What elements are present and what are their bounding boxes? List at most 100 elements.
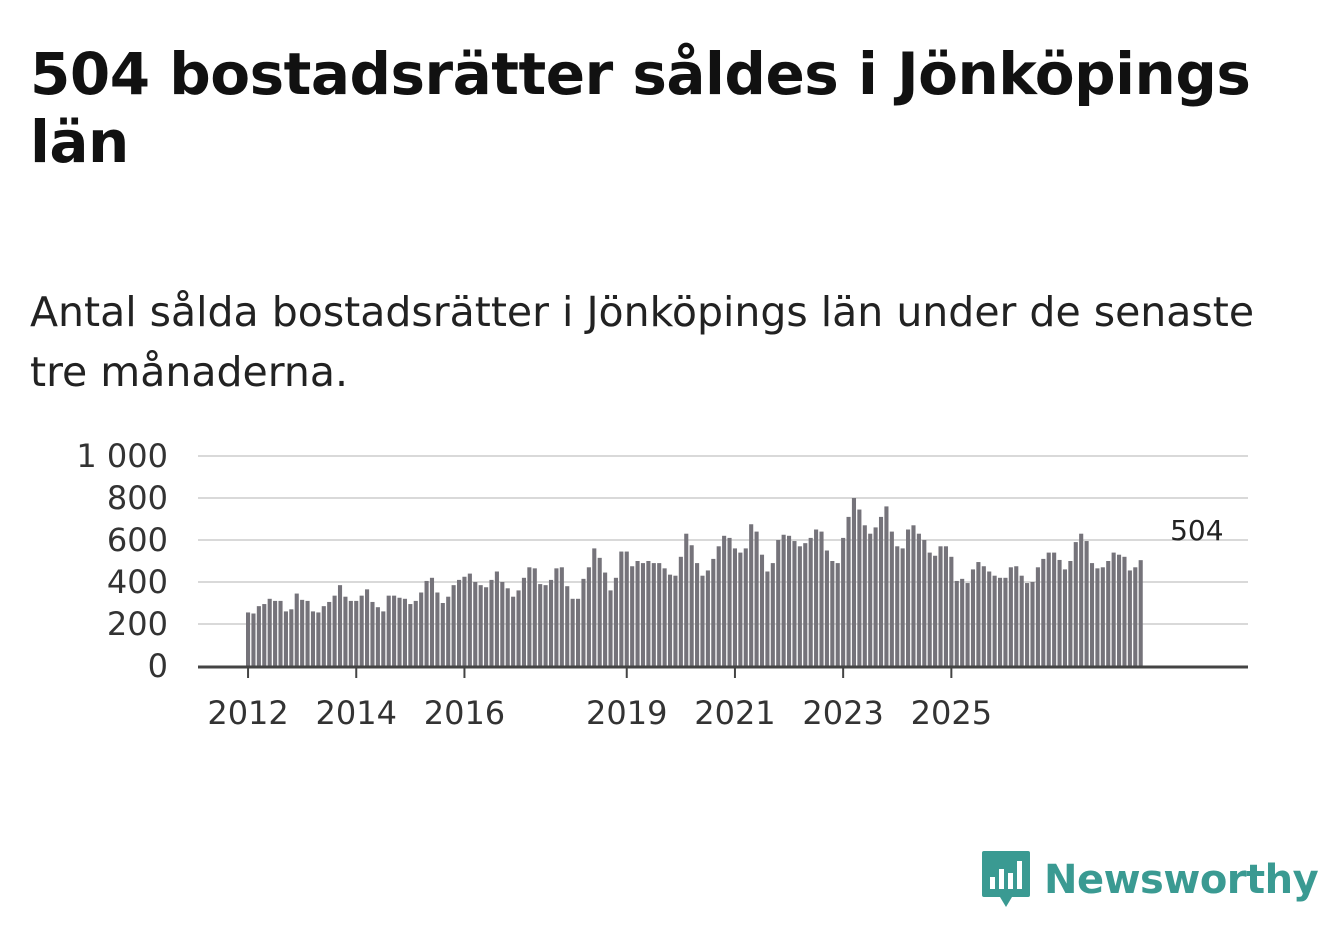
bar xyxy=(1003,577,1008,666)
chart-subtitle: Antal sålda bostadsrätter i Jönköpings l… xyxy=(30,288,1255,396)
bar xyxy=(792,541,797,666)
bar xyxy=(895,546,900,666)
bar xyxy=(1014,566,1019,666)
bar xyxy=(738,552,743,666)
bar xyxy=(873,527,878,666)
bar xyxy=(1068,561,1073,666)
bar xyxy=(906,529,911,666)
bar xyxy=(511,596,516,666)
bar xyxy=(824,550,829,666)
bar xyxy=(949,556,954,666)
bar xyxy=(765,571,770,666)
y-tick-label: 800 xyxy=(107,479,168,517)
bar xyxy=(1062,569,1068,666)
bar xyxy=(246,612,251,666)
bars xyxy=(198,498,1248,669)
bar xyxy=(1117,554,1122,666)
x-axis-ticks: 2012 2014 2016 2019 2021 2023 2025 xyxy=(207,668,992,732)
bar xyxy=(494,571,499,666)
bar xyxy=(1052,552,1057,666)
bar xyxy=(294,593,299,666)
y-tick-label: 600 xyxy=(107,521,168,559)
bar xyxy=(624,551,629,666)
bar xyxy=(543,585,548,666)
x-tick-label: 2023 xyxy=(802,694,883,732)
bar xyxy=(651,563,656,666)
bar xyxy=(727,537,732,666)
bar xyxy=(603,572,608,666)
bar xyxy=(640,563,646,666)
bar xyxy=(770,563,775,666)
bar xyxy=(429,577,435,666)
bar xyxy=(1095,568,1100,666)
bar xyxy=(451,585,456,666)
y-tick-label: 1 000 xyxy=(76,437,168,475)
bar xyxy=(922,540,927,666)
bar xyxy=(927,552,932,666)
bar xyxy=(673,575,678,666)
bar xyxy=(803,543,808,666)
bar xyxy=(386,595,391,666)
bar xyxy=(889,531,894,666)
bar xyxy=(1025,583,1030,666)
bar xyxy=(256,606,261,666)
bar xyxy=(700,575,705,666)
bar xyxy=(759,554,765,666)
bar xyxy=(938,546,943,666)
bar xyxy=(1111,552,1116,666)
x-tick-label: 2014 xyxy=(316,694,397,732)
bar xyxy=(581,578,586,666)
y-tick-label: 400 xyxy=(107,563,168,601)
bar xyxy=(316,612,321,666)
bar xyxy=(678,556,683,666)
bar xyxy=(446,596,451,666)
bar xyxy=(732,548,737,666)
bar xyxy=(1019,575,1024,666)
bar xyxy=(722,535,727,666)
x-tick-label: 2012 xyxy=(207,694,288,732)
bar xyxy=(1106,561,1111,666)
bar xyxy=(781,534,786,666)
bar xyxy=(538,584,543,666)
bar xyxy=(365,589,370,666)
bar xyxy=(613,577,618,666)
bar xyxy=(695,563,700,666)
bar xyxy=(467,573,472,666)
bar xyxy=(1100,567,1105,666)
bar xyxy=(424,580,429,666)
bar xyxy=(478,585,483,666)
bar xyxy=(267,598,272,666)
bar xyxy=(830,561,835,666)
bar xyxy=(743,548,748,666)
bar xyxy=(273,600,278,666)
bar xyxy=(397,597,402,666)
bar xyxy=(900,548,905,666)
bar xyxy=(305,600,310,666)
bar xyxy=(359,595,364,666)
bar xyxy=(1089,563,1095,666)
bar xyxy=(1057,559,1062,666)
bar xyxy=(835,563,840,666)
bar xyxy=(808,537,813,666)
chart-title: 504 bostadsrätter såldes i Jönköpings lä… xyxy=(30,40,1251,176)
bar xyxy=(1084,541,1089,666)
bar xyxy=(851,498,857,666)
bar xyxy=(283,611,288,666)
bar xyxy=(884,506,889,666)
bar xyxy=(954,580,959,666)
bar xyxy=(646,561,651,666)
bar xyxy=(370,601,375,666)
bar xyxy=(684,533,689,666)
x-tick-label: 2016 xyxy=(424,694,505,732)
bar xyxy=(635,561,640,666)
bar xyxy=(348,600,353,666)
bar xyxy=(278,600,283,666)
bar xyxy=(592,548,597,666)
bar xyxy=(862,525,867,666)
bar xyxy=(251,613,256,666)
bar xyxy=(705,570,710,666)
x-tick-label: 2019 xyxy=(586,694,667,732)
bar xyxy=(419,592,424,666)
bar xyxy=(868,533,873,666)
bar xyxy=(408,604,413,666)
